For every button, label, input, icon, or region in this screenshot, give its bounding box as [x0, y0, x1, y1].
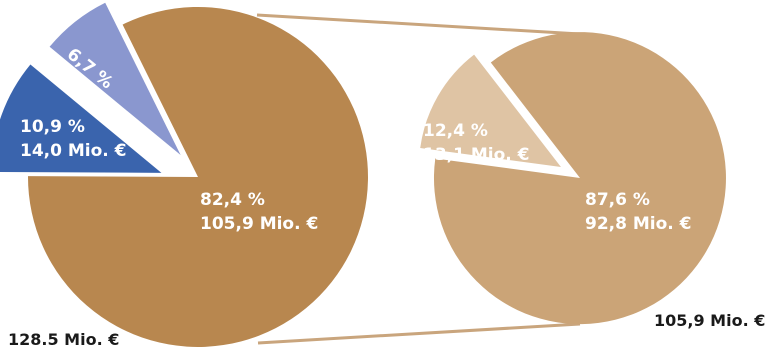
connector-bottom [257, 322, 581, 345]
left-pie-slice-main [27, 6, 368, 347]
left-slice-2-value-label: 14,0 Mio. € [20, 141, 127, 161]
connector-top [256, 13, 581, 36]
right-pie: 87,6 % 92,8 Mio. € 12,4 % 13,1 Mio. € 10… [420, 32, 765, 330]
right-pie-total-label: 105,9 Mio. € [654, 311, 765, 330]
right-main-percent-label: 87,6 % [585, 190, 650, 210]
left-pie-total-label: 128.5 Mio. € [8, 330, 119, 347]
right-slice-2-value-label: 13,1 Mio. € [423, 145, 530, 165]
left-pie-slice-3 [49, 2, 181, 156]
left-pie-slice-2 [0, 64, 162, 173]
left-main-value-label: 105,9 Mio. € [200, 214, 318, 234]
pie-connector-lines [256, 13, 581, 345]
right-slice-2-percent-label: 12,4 % [423, 121, 488, 141]
right-main-value-label: 92,8 Mio. € [585, 214, 692, 234]
left-slice-2-percent-label: 10,9 % [20, 117, 85, 137]
right-pie-slice-2 [420, 54, 561, 167]
left-pie: 82,4 % 105,9 Mio. € 10,9 % 14,0 Mio. € 6… [0, 2, 368, 347]
left-main-percent-label: 82,4 % [200, 190, 265, 210]
right-pie-slice-main [433, 32, 726, 325]
